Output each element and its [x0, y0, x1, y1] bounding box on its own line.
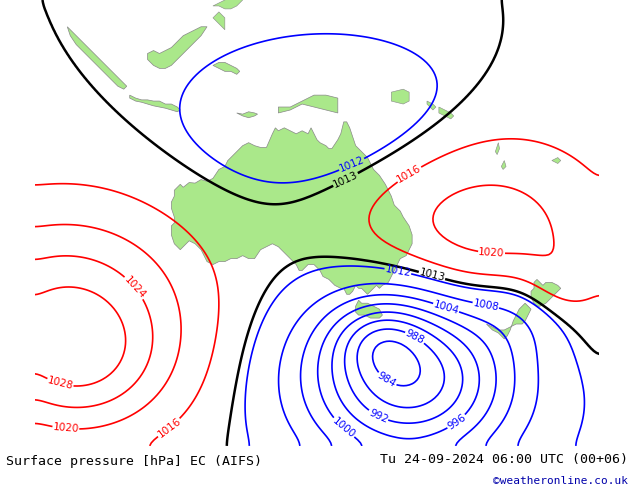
- Polygon shape: [501, 161, 506, 170]
- Text: 1013: 1013: [332, 170, 359, 190]
- Text: 1004: 1004: [432, 299, 460, 316]
- Text: 984: 984: [376, 370, 398, 390]
- Polygon shape: [486, 303, 531, 339]
- Text: 1020: 1020: [478, 247, 505, 259]
- Text: ©weatheronline.co.uk: ©weatheronline.co.uk: [493, 476, 628, 486]
- Polygon shape: [213, 62, 240, 74]
- Text: 992: 992: [367, 407, 389, 425]
- Text: 1000: 1000: [330, 416, 357, 440]
- Text: 1012: 1012: [384, 264, 411, 278]
- Polygon shape: [552, 158, 560, 164]
- Text: 996: 996: [446, 412, 468, 432]
- Polygon shape: [391, 89, 409, 104]
- Polygon shape: [213, 0, 243, 9]
- Text: 988: 988: [404, 328, 426, 346]
- Polygon shape: [427, 101, 436, 110]
- Polygon shape: [356, 300, 382, 318]
- Polygon shape: [439, 107, 454, 119]
- Text: 1008: 1008: [472, 298, 500, 313]
- Polygon shape: [495, 143, 500, 154]
- Polygon shape: [171, 122, 412, 294]
- Text: 1024: 1024: [122, 274, 147, 300]
- Polygon shape: [67, 27, 127, 89]
- Polygon shape: [531, 279, 560, 306]
- Polygon shape: [148, 27, 207, 69]
- Text: Surface pressure [hPa] EC (AIFS): Surface pressure [hPa] EC (AIFS): [6, 455, 262, 468]
- Text: 1020: 1020: [53, 422, 79, 435]
- Text: 1028: 1028: [46, 376, 74, 392]
- Text: Tu 24-09-2024 06:00 UTC (00+06): Tu 24-09-2024 06:00 UTC (00+06): [380, 453, 628, 466]
- Polygon shape: [236, 112, 257, 118]
- Text: 1013: 1013: [418, 268, 446, 284]
- Text: 1016: 1016: [396, 163, 423, 185]
- Polygon shape: [278, 95, 338, 113]
- Polygon shape: [130, 95, 180, 112]
- Polygon shape: [213, 12, 225, 30]
- Text: 1016: 1016: [155, 416, 183, 440]
- Text: 1012: 1012: [338, 155, 366, 174]
